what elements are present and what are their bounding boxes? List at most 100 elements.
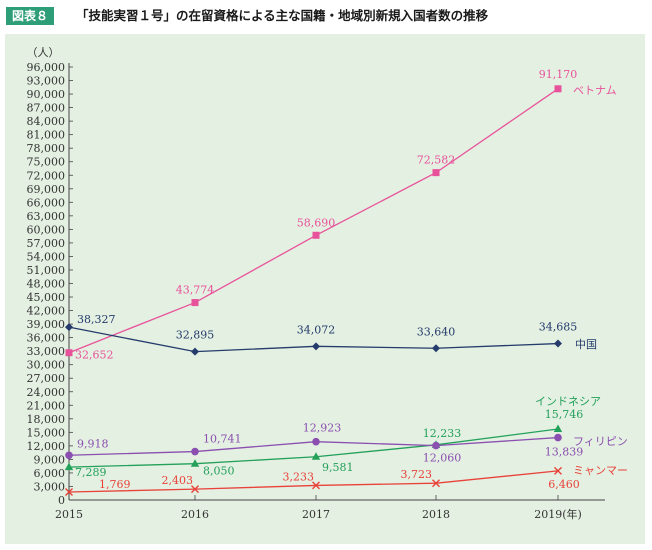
data-label: 6,460 (548, 478, 580, 491)
data-label: 72,582 (417, 154, 456, 167)
x-tick-label: 2015 (55, 508, 83, 521)
y-tick-label: 87,000 (27, 102, 66, 115)
data-point-square (432, 169, 440, 177)
y-tick-label: 69,000 (27, 183, 66, 196)
series-name-label: インドネシア (535, 395, 601, 408)
data-point-triangle (311, 452, 321, 460)
data-point-diamond (312, 342, 320, 351)
data-label: 3,233 (283, 470, 315, 483)
data-label: 12,923 (303, 422, 342, 435)
data-label: 7,289 (75, 466, 107, 479)
data-label: 12,060 (423, 452, 462, 465)
y-tick-label: 12,000 (27, 440, 66, 453)
y-tick-label: 90,000 (27, 88, 66, 101)
y-tick-label: 6,000 (34, 467, 66, 480)
data-label: 9,581 (322, 461, 354, 474)
data-point-circle (65, 451, 73, 460)
x-tick-label: 2019(年) (534, 507, 582, 521)
data-label: 15,746 (545, 408, 584, 421)
y-tick-label: 30,000 (27, 359, 66, 372)
figure-number-badge: 図表８ (6, 7, 55, 25)
x-tick-label: 2016 (181, 508, 209, 521)
series-name-label: ベトナム (573, 84, 617, 97)
data-point-cross (191, 485, 199, 494)
series-name-label: 中国 (575, 338, 597, 351)
y-tick-label: 48,000 (27, 278, 66, 291)
series-name-label: ミャンマー (573, 464, 628, 477)
line-chart: （人） 03,0006,0009,00012,00015,00018,00021… (27, 46, 629, 521)
y-tick-label: 21,000 (27, 399, 66, 412)
y-tick-label: 42,000 (27, 305, 66, 318)
data-label: 32,652 (75, 349, 114, 362)
data-label: 8,050 (203, 465, 235, 478)
data-point-cross (312, 481, 320, 490)
figure-header: 図表８ 「技能実習１号」の在留資格による主な国籍・地域別新規入国者数の推移 (0, 0, 652, 32)
x-ticks: 2015 2016 2017 2018 2019(年) (55, 495, 582, 521)
data-point-cross (432, 479, 440, 488)
data-point-cross (65, 488, 73, 497)
y-tick-label: 57,000 (27, 237, 66, 250)
data-label: 58,690 (297, 216, 336, 229)
series-name-label: フィリピン (573, 435, 628, 448)
data-point-diamond (191, 347, 199, 356)
y-tick-label: 0 (58, 494, 65, 507)
y-tick-label: 45,000 (27, 291, 66, 304)
y-tick-label: 24,000 (27, 386, 66, 399)
data-label: 34,072 (297, 323, 336, 336)
data-label: 34,685 (539, 321, 578, 334)
y-tick-label: 78,000 (27, 142, 66, 155)
x-tick-label: 2018 (422, 508, 450, 521)
y-tick-label: 18,000 (27, 413, 66, 426)
data-label: 9,918 (77, 437, 109, 450)
x-tick-label: 2017 (302, 508, 330, 521)
data-point-diamond (554, 339, 562, 348)
y-tick-label: 33,000 (27, 345, 66, 358)
y-tick-label: 93,000 (27, 75, 66, 88)
data-labels: 32,652 43,774 58,690 72,582 91,170 38,327 32,8… (75, 68, 583, 491)
y-tick-label: 84,000 (27, 115, 66, 128)
y-tick-label: 27,000 (27, 372, 66, 385)
y-tick-label: 75,000 (27, 156, 66, 169)
data-point-triangle (553, 424, 563, 432)
data-label: 2,403 (162, 474, 194, 487)
data-point-square (312, 231, 320, 239)
data-label: 1,769 (99, 478, 131, 491)
series-markers (64, 85, 563, 497)
y-tick-label: 63,000 (27, 210, 66, 223)
y-axis-unit-label: （人） (27, 46, 60, 59)
data-point-triangle (190, 459, 200, 467)
data-label: 43,774 (176, 284, 215, 297)
y-tick-label: 39,000 (27, 318, 66, 331)
y-ticks: 03,0006,0009,00012,00015,00018,00021,000… (27, 61, 73, 507)
y-tick-label: 15,000 (27, 426, 66, 439)
data-point-diamond (432, 344, 440, 353)
y-tick-label: 3,000 (34, 480, 66, 493)
data-point-circle (312, 437, 320, 446)
data-point-cross (554, 466, 562, 475)
data-point-circle (554, 433, 562, 442)
data-point-diamond (65, 323, 73, 332)
data-label: 13,839 (545, 446, 584, 459)
y-tick-label: 66,000 (27, 196, 66, 209)
data-point-circle (432, 441, 440, 450)
axes: （人） (27, 46, 605, 501)
data-label: 12,233 (423, 427, 462, 440)
y-tick-label: 36,000 (27, 332, 66, 345)
y-tick-label: 72,000 (27, 169, 66, 182)
y-tick-label: 81,000 (27, 129, 66, 142)
data-label: 33,640 (417, 325, 456, 338)
data-label: 91,170 (539, 68, 578, 81)
data-label: 32,895 (176, 329, 215, 342)
chart-panel: （人） 0 3,000 6,000 9,000 12,000 15,000 18,000 21… (5, 34, 645, 544)
y-tick-label: 96,000 (27, 61, 66, 74)
y-tick-label: 9,000 (34, 453, 66, 466)
data-label: 3,723 (401, 468, 433, 481)
data-point-circle (191, 447, 199, 456)
data-point-square (65, 349, 73, 357)
data-point-square (554, 85, 562, 93)
data-point-triangle (64, 462, 74, 471)
chart-title: 「技能実習１号」の在留資格による主な国籍・地域別新規入国者数の推移 (76, 8, 489, 23)
y-tick-label: 51,000 (27, 264, 66, 277)
y-tick-label: 54,000 (27, 250, 66, 263)
